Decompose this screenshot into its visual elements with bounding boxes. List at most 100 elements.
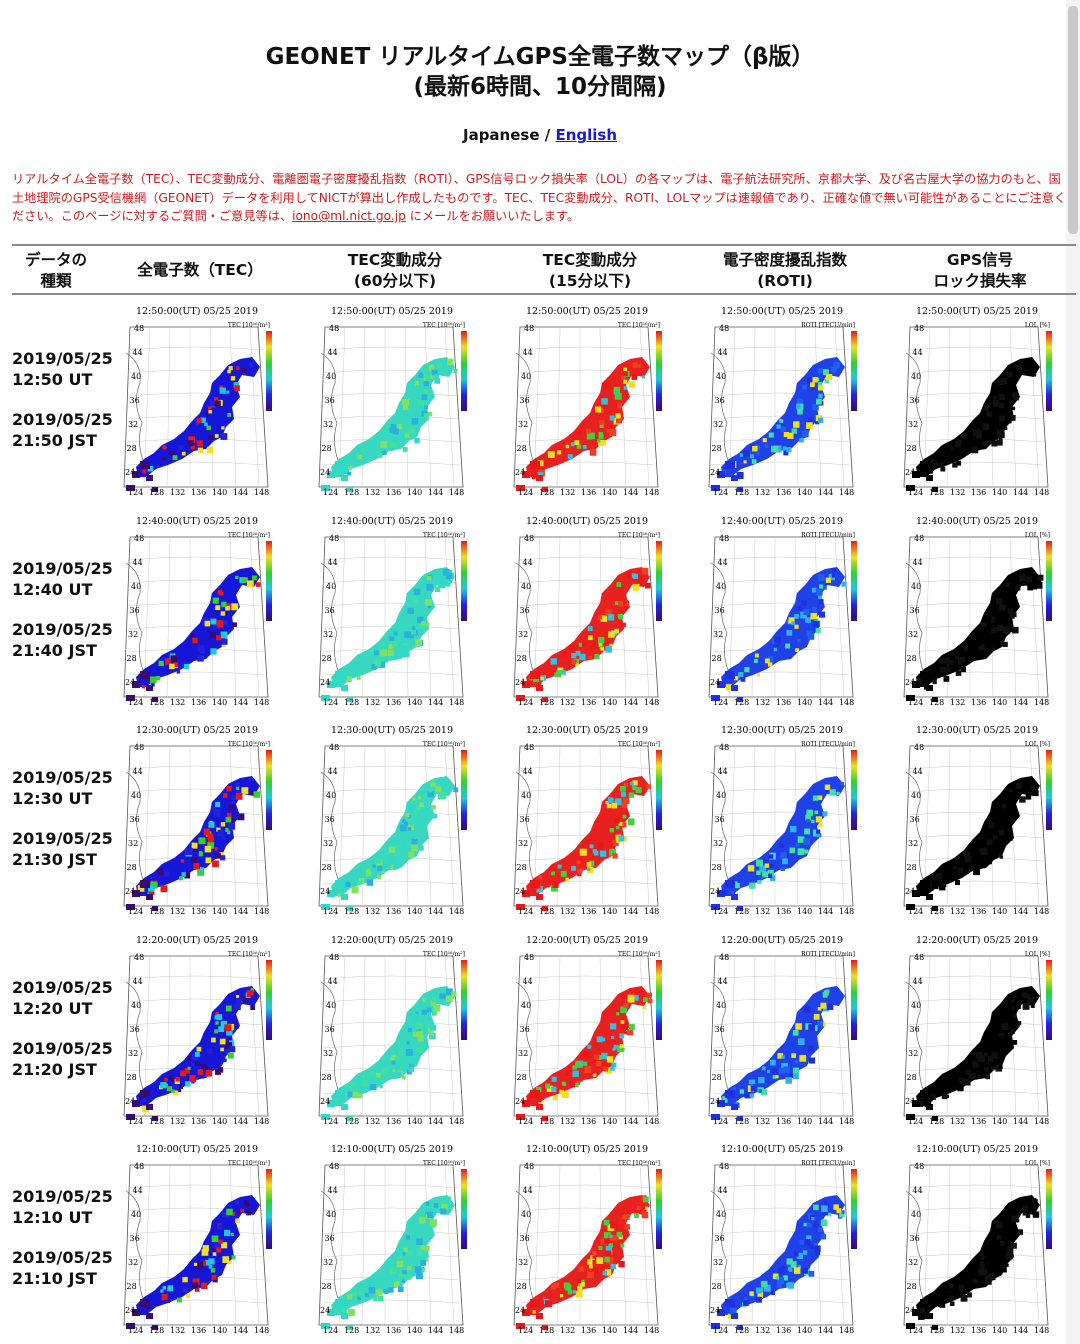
lat-tick-label: 32 — [518, 1049, 528, 1058]
roti-map-image[interactable]: 12:30:00(UT) 05/25 2019 48 44 40 36 32 28 24 124… — [703, 722, 861, 918]
map-timestamp: 12:50:00(UT) 05/25 2019 — [136, 306, 258, 317]
lol-map-image[interactable]: 12:20:00(UT) 05/25 2019 48 44 40 36 32 28 24 124… — [898, 932, 1056, 1128]
tec-map-image[interactable]: 12:10:00(UT) 05/25 2019 48 44 40 36 32 28 24 124… — [118, 1141, 276, 1337]
legend-label: ROTI [TECU/min] — [801, 741, 855, 748]
lat-tick-label: 28 — [907, 444, 917, 453]
lol-map-image[interactable]: 12:30:00(UT) 05/25 2019 48 44 40 36 32 28 24 124… — [898, 722, 1056, 918]
lon-tick-label: 132 — [365, 907, 380, 916]
map-timestamp: 12:10:00(UT) 05/25 2019 — [916, 1144, 1038, 1155]
map-timestamp: 12:40:00(UT) 05/25 2019 — [136, 516, 258, 527]
row-jst-date: 2019/05/25 — [12, 829, 113, 848]
tec15-map-image[interactable]: 12:30:00(UT) 05/25 2019 48 44 40 36 32 28 24 124… — [508, 722, 666, 918]
lat-tick-label: 36 — [910, 815, 920, 824]
lat-tick-label: 24 — [515, 887, 525, 896]
tec60-map-image[interactable]: 12:10:00(UT) 05/25 2019 48 44 40 36 32 28 24 124… — [313, 1141, 471, 1337]
roti-map-image[interactable]: 12:20:00(UT) 05/25 2019 48 44 40 36 32 28 24 124… — [703, 932, 861, 1128]
tec60-map-image[interactable]: 12:30:00(UT) 05/25 2019 48 44 40 36 32 28 24 124… — [313, 722, 471, 918]
lat-tick-label: 40 — [521, 1001, 531, 1010]
lat-tick-label: 48 — [719, 953, 729, 962]
lol-map-image[interactable]: 12:10:00(UT) 05/25 2019 48 44 40 36 32 28 24 124… — [898, 1141, 1056, 1337]
lat-tick-label: 28 — [712, 863, 722, 872]
tec15-map-image[interactable]: 12:20:00(UT) 05/25 2019 48 44 40 36 32 28 24 124… — [508, 932, 666, 1128]
lon-tick-label: 124 — [323, 1326, 338, 1335]
language-japanese: Japanese — [462, 126, 540, 144]
tec-map-image[interactable]: 12:30:00(UT) 05/25 2019 48 44 40 36 32 28 24 124… — [118, 722, 276, 918]
row-jst-date: 2019/05/25 — [12, 1038, 113, 1058]
lon-tick-label: 148 — [644, 488, 659, 497]
lat-tick-label: 32 — [323, 839, 333, 848]
lat-tick-label: 44 — [523, 977, 533, 986]
legend-label: TEC [10¹⁶/m²] — [423, 951, 465, 958]
lon-tick-label: 128 — [734, 1117, 749, 1126]
lat-tick-label: 36 — [325, 1025, 335, 1034]
lat-tick-label: 32 — [518, 630, 528, 639]
lon-tick-label: 132 — [365, 488, 380, 497]
tec15-map-image[interactable]: 12:10:00(UT) 05/25 2019 48 44 40 36 32 28 24 124… — [508, 1141, 666, 1337]
lon-tick-label: 136 — [191, 1326, 206, 1335]
contact-email-link[interactable]: iono@ml.nict.go.jp — [292, 209, 406, 223]
lat-tick-label: 36 — [325, 396, 335, 405]
tec60-map-image[interactable]: 12:40:00(UT) 05/25 2019 48 44 40 36 32 28 24 124… — [313, 513, 471, 709]
roti-map-image[interactable]: 12:50:00(UT) 05/25 2019 48 44 40 36 32 28 24 124… — [703, 303, 861, 499]
tec15-map-image[interactable]: 12:40:00(UT) 05/25 2019 48 44 40 36 32 28 24 124… — [508, 513, 666, 709]
row-jst-time: 21:30 JST — [12, 850, 97, 869]
roti-map-image[interactable]: 12:40:00(UT) 05/25 2019 48 44 40 36 32 28 24 124… — [703, 513, 861, 709]
lon-tick-label: 144 — [233, 907, 248, 916]
lon-tick-label: 140 — [407, 698, 422, 707]
lat-tick-label: 28 — [907, 863, 917, 872]
lat-tick-label: 36 — [715, 396, 725, 405]
lat-tick-label: 40 — [131, 791, 141, 800]
map-frame — [123, 955, 269, 1116]
map-frame — [513, 326, 659, 488]
lon-tick-label: 124 — [713, 698, 728, 707]
map-timestamp: 12:50:00(UT) 05/25 2019 — [526, 306, 648, 317]
lat-tick-label: 44 — [523, 348, 533, 357]
lat-tick-label: 24 — [320, 468, 330, 477]
map-timestamp: 12:20:00(UT) 05/25 2019 — [136, 935, 258, 946]
lat-tick-label: 24 — [125, 1306, 135, 1315]
tec60-map-image[interactable]: 12:50:00(UT) 05/25 2019 48 44 40 36 32 28 24 124… — [313, 303, 471, 499]
header-data-type: データの 種類 — [24, 251, 87, 290]
lon-tick-label: 140 — [212, 1326, 227, 1335]
row-time-label: 2019/05/25 12:10 UT 2019/05/25 21:10 JST — [12, 1186, 113, 1289]
lat-tick-label: 40 — [521, 582, 531, 591]
tec-map-image[interactable]: 12:50:00(UT) 05/25 2019 48 44 40 36 32 28 24 124… — [118, 303, 276, 499]
tec-map-image[interactable]: 12:20:00(UT) 05/25 2019 48 44 40 36 32 28 24 124… — [118, 932, 276, 1128]
lat-tick-label: 44 — [523, 558, 533, 567]
row-ut-time: 12:10 UT — [12, 1208, 93, 1227]
lat-tick-label: 24 — [710, 887, 720, 896]
lat-tick-label: 36 — [910, 396, 920, 405]
lat-tick-label: 44 — [328, 1186, 338, 1195]
lat-tick-label: 36 — [910, 606, 920, 615]
lon-tick-label: 140 — [407, 907, 422, 916]
lon-tick-label: 140 — [797, 1326, 812, 1335]
tec-map-image[interactable]: 12:40:00(UT) 05/25 2019 48 44 40 36 32 28 24 124… — [118, 513, 276, 709]
lat-tick-label: 44 — [718, 558, 728, 567]
lon-tick-label: 148 — [449, 1117, 464, 1126]
lat-tick-label: 44 — [913, 1186, 923, 1195]
lat-tick-label: 32 — [908, 1049, 918, 1058]
tec60-map-image[interactable]: 12:20:00(UT) 05/25 2019 48 44 40 36 32 28 24 124… — [313, 932, 471, 1128]
lat-tick-label: 36 — [520, 815, 530, 824]
roti-map-image[interactable]: 12:10:00(UT) 05/25 2019 48 44 40 36 32 28 24 124… — [703, 1141, 861, 1337]
lat-tick-label: 36 — [130, 1234, 140, 1243]
lon-tick-label: 132 — [950, 907, 965, 916]
scrollbar-thumb[interactable] — [1068, 6, 1078, 234]
lol-map-image[interactable]: 12:40:00(UT) 05/25 2019 48 44 40 36 32 28 24 124… — [898, 513, 1056, 709]
lat-tick-label: 28 — [712, 1282, 722, 1291]
map-timestamp: 12:10:00(UT) 05/25 2019 — [721, 1144, 843, 1155]
lat-tick-label: 24 — [905, 1097, 915, 1106]
map-timestamp: 12:10:00(UT) 05/25 2019 — [526, 1144, 648, 1155]
map-frame — [513, 745, 659, 907]
tec15-map-image[interactable]: 12:50:00(UT) 05/25 2019 48 44 40 36 32 28 24 124… — [508, 303, 666, 499]
lat-tick-label: 44 — [523, 1186, 533, 1195]
row-ut-time: 12:30 UT — [12, 789, 93, 808]
english-link[interactable]: English — [555, 126, 618, 144]
lat-tick-label: 32 — [518, 420, 528, 429]
lon-tick-label: 136 — [776, 1326, 791, 1335]
legend-color-bar — [656, 540, 662, 621]
page-scrollbar[interactable] — [1066, 0, 1080, 1344]
lol-map-image[interactable]: 12:50:00(UT) 05/25 2019 48 44 40 36 32 28 24 124… — [898, 303, 1056, 499]
lat-tick-label: 44 — [913, 348, 923, 357]
lat-tick-label: 24 — [320, 1306, 330, 1315]
